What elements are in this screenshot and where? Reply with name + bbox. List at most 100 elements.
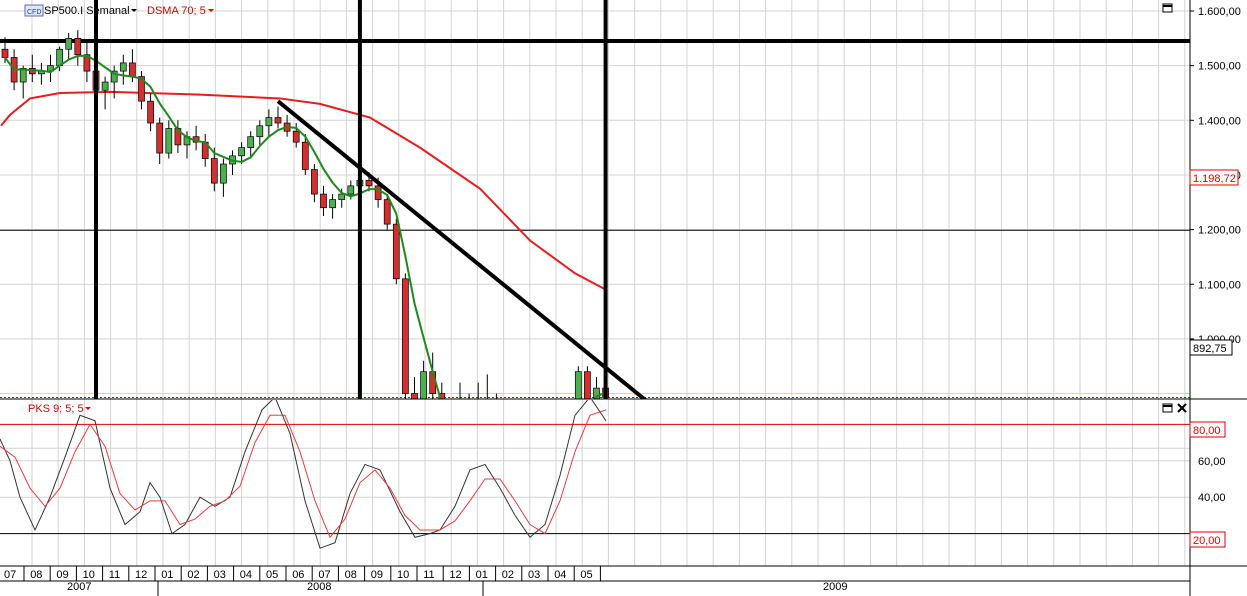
svg-text:80,00: 80,00 [1193,425,1221,437]
candle [265,117,273,127]
osc-indicator-label[interactable]: PKS 9; 5; 5 [28,403,84,415]
candle [83,54,91,72]
month-label: 09 [371,569,383,581]
month-label: 04 [240,569,252,581]
month-label: 11 [423,569,434,581]
month-label: 05 [266,569,278,581]
price-panel [0,30,1190,399]
level-badge: 1.198,72 [1189,169,1239,186]
maximize-icon[interactable] [1162,3,1173,13]
month-label: 01 [161,569,173,581]
candle [311,169,318,195]
candle [584,371,591,399]
osc-tick-label: 60,00 [1198,456,1226,468]
candle [574,371,582,399]
osc-tick-label: 40,00 [1198,492,1226,504]
osc-maximize-icon[interactable] [1162,403,1173,413]
svg-text:1.198,72: 1.198,72 [1193,173,1236,185]
candle [402,278,409,394]
month-label: 12 [449,569,461,581]
candle [210,158,218,184]
price-tick-label: 1.100,00 [1198,279,1241,291]
osc-upper-badge: 80,00 [1189,421,1226,438]
candle [1,48,9,58]
year-label: 2008 [307,581,331,593]
month-label: 10 [83,569,95,581]
candle [301,141,309,170]
last-price-badge: 892,75 [1189,339,1233,356]
symbol-label[interactable]: SP500.I Semanal [44,5,130,17]
sma-70-line [0,90,607,291]
month-label: 08 [30,569,42,581]
month-label: 12 [135,569,147,581]
stoch-d-line [0,409,607,539]
month-label: 03 [214,569,226,581]
month-label: 10 [397,569,409,581]
candle [165,128,173,154]
trend-line [276,99,648,399]
symbol-dropdown-icon[interactable] [131,9,137,12]
sma-5-line [4,54,607,399]
candle [119,62,127,72]
month-label: 02 [502,569,514,581]
stoch-k-line [0,400,607,549]
month-label: 04 [554,569,566,581]
osc-lower-badge: 20,00 [1189,531,1226,548]
candle [247,136,255,148]
month-label: 07 [4,569,16,581]
candle [292,130,300,143]
cfd-badge-box [24,4,44,17]
candle [438,393,446,399]
candle [383,199,391,225]
month-label: 02 [187,569,199,581]
candle [74,37,82,56]
month-label: 03 [528,569,540,581]
candle [156,122,164,154]
candle [138,76,145,102]
candle [274,117,282,124]
candle [338,193,346,200]
price-tick-label: 1.400,00 [1198,115,1241,127]
price-legend[interactable]: CFD SP500.I Semanal DSMA 70; 5 [24,4,214,17]
candle [593,387,600,399]
indicator-dropdown-icon[interactable] [208,9,214,12]
month-label: 07 [318,569,330,581]
close-icon[interactable] [1177,403,1187,413]
candle [147,100,154,124]
month-label: 11 [109,569,120,581]
candle [320,193,327,209]
candle [110,70,118,83]
candle [392,223,400,280]
candle [238,147,245,157]
month-label: 05 [580,569,592,581]
month-label: 08 [345,569,357,581]
candle [329,199,336,209]
candle [256,125,264,138]
candle [129,62,136,77]
osc-legend[interactable]: PKS 9; 5; 5 [28,403,91,415]
price-tick-label: 1.500,00 [1198,61,1241,73]
month-label: 09 [56,569,68,581]
indicator-label[interactable]: DSMA 70; 5 [147,5,206,17]
candle [365,180,373,187]
price-tick-label: 1.600,00 [1198,6,1241,18]
oscillator-panel [0,400,1190,549]
candle [411,393,418,399]
candle [101,81,109,91]
candle [347,185,355,195]
year-label: 2007 [67,581,91,593]
svg-text:892,75: 892,75 [1193,343,1227,355]
candle [65,37,73,50]
month-label: 06 [292,569,304,581]
month-label: 01 [476,569,488,581]
price-tick-label: 1.200,00 [1198,225,1241,237]
cfd-badge: CFD [27,9,41,16]
osc-dropdown-icon[interactable] [85,407,91,410]
year-label: 2009 [823,581,847,593]
svg-text:20,00: 20,00 [1193,535,1221,547]
candle [420,371,427,399]
candle [374,185,382,200]
